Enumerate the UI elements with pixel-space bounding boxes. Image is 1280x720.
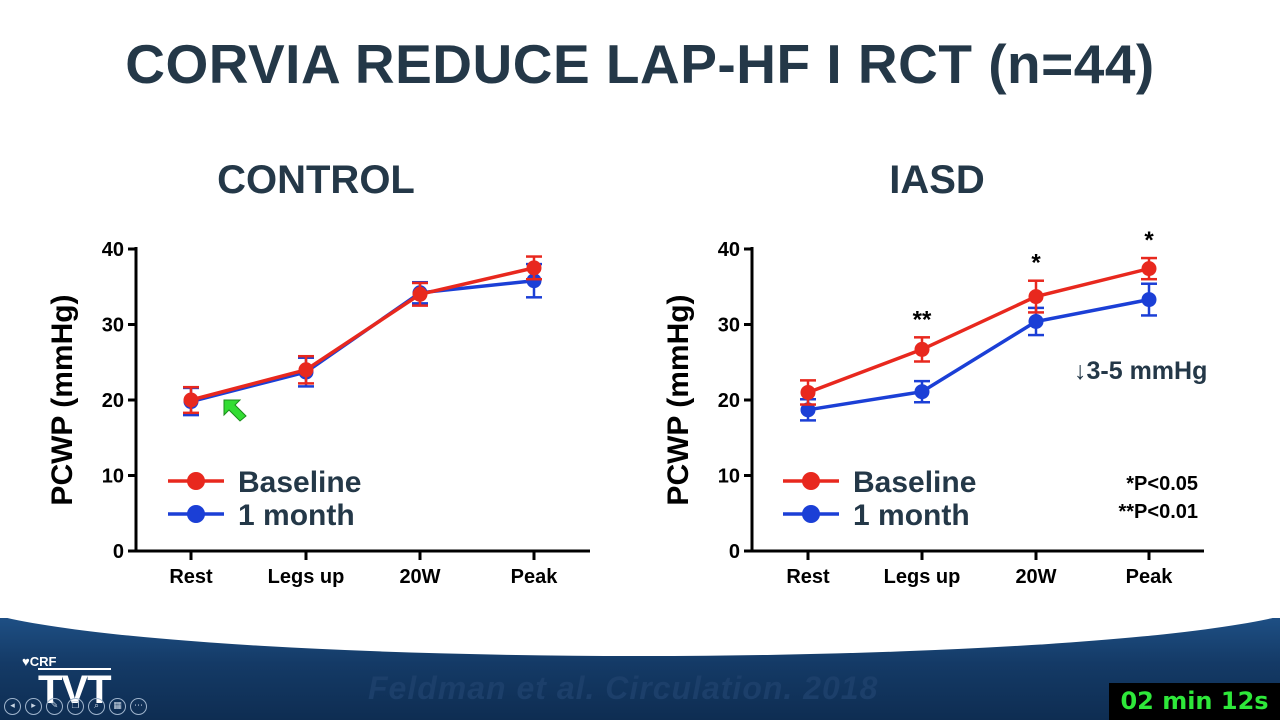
chart0-data-point [526,260,542,276]
citation: Feldman et al. Circulation. 2018 [368,670,879,706]
chart1-data-point [1141,292,1157,308]
chart1-legend-label: 1 month [853,499,970,532]
chart1-series-line [807,266,1150,395]
slide-title: CORVIA REDUCE LAP-HF I RCT (n=44) [125,33,1155,95]
chart0-series-line [190,266,535,402]
chart1-data-point [1028,289,1044,305]
chart0-x-tick-label: Rest [169,566,213,588]
grid-icon[interactable]: ▦ [109,698,126,715]
chart1-data-point [914,384,930,400]
chart0-y-tick-label: 0 [113,541,124,563]
more-icon[interactable]: ⋯ [130,698,147,715]
chart0-y-tick-label: 40 [102,239,124,261]
chart0-x-tick-label: Legs up [268,566,345,588]
play-icon[interactable]: ▸ [25,698,42,715]
p-value-note: *P<0.05 [1126,473,1198,495]
chart1-y-axis-label: PCWP (mmHg) [662,294,695,505]
chart1-y-tick-label: 10 [718,466,740,488]
crf-logo: ♥CRF [22,654,56,669]
chart1-significance-marker: * [1144,227,1154,254]
chart1-x-tick-label: Peak [1126,566,1174,588]
reduction-annotation: ↓3-5 mmHg [1074,357,1207,385]
chart0-legend-label: Baseline [238,466,361,499]
chart1-y-tick-label: 30 [718,315,740,337]
iasd-panel-title: IASD [889,158,985,202]
chart1-y-tick-label: 20 [718,390,740,412]
chart0-data-point [526,273,542,289]
chart1-data-point [1028,313,1044,329]
chart0-series-line [190,278,535,404]
player-controls: ◂ ▸ ✎ ❐ ⌕ ▦ ⋯ [4,698,147,715]
chart0-data-point [298,362,314,378]
zoom-icon[interactable]: ⌕ [88,698,105,715]
chart0-y-axis-label: PCWP (mmHg) [46,294,79,505]
chart0-data-point [183,392,199,408]
chart0-y-tick-label: 10 [102,466,124,488]
copy-icon[interactable]: ❐ [67,698,84,715]
chart0-legend-marker [187,505,205,523]
chart1-significance-marker: * [1031,250,1041,277]
timer: 02 min 12s [1109,683,1280,720]
chart0-x-tick-label: 20W [399,566,440,588]
chart1-significance-marker: ** [913,306,932,333]
chart0-legend-marker [187,472,205,490]
heart-icon: ♥ [22,654,30,669]
chart1-data-point [1141,261,1157,277]
chart1-legend-marker [802,505,820,523]
chart1-series-line [807,297,1150,412]
chart1-data-point [914,341,930,357]
chart0-legend-label: 1 month [238,499,355,532]
chart1-data-point [800,402,816,418]
chart0-y-tick-label: 30 [102,315,124,337]
chart1-data-point [800,384,816,400]
cursor-arrow-icon [223,399,247,422]
chart1-x-tick-label: 20W [1015,566,1056,588]
chart0-x-tick-label: Peak [511,566,559,588]
chart0-data-point [412,286,428,302]
pen-icon[interactable]: ✎ [46,698,63,715]
chart1-legend-marker [802,472,820,490]
chart1-legend-label: Baseline [853,466,976,499]
chart0-y-tick-label: 20 [102,390,124,412]
crf-logo-text: CRF [29,654,57,669]
p-value-note: **P<0.01 [1118,501,1198,523]
chart1-y-tick-label: 40 [718,239,740,261]
chart1-x-tick-label: Rest [786,566,830,588]
control-panel-title: CONTROL [217,158,415,202]
chart1-x-tick-label: Legs up [884,566,961,588]
chart1-y-tick-label: 0 [729,541,740,563]
previous-slide-icon[interactable]: ◂ [4,698,21,715]
